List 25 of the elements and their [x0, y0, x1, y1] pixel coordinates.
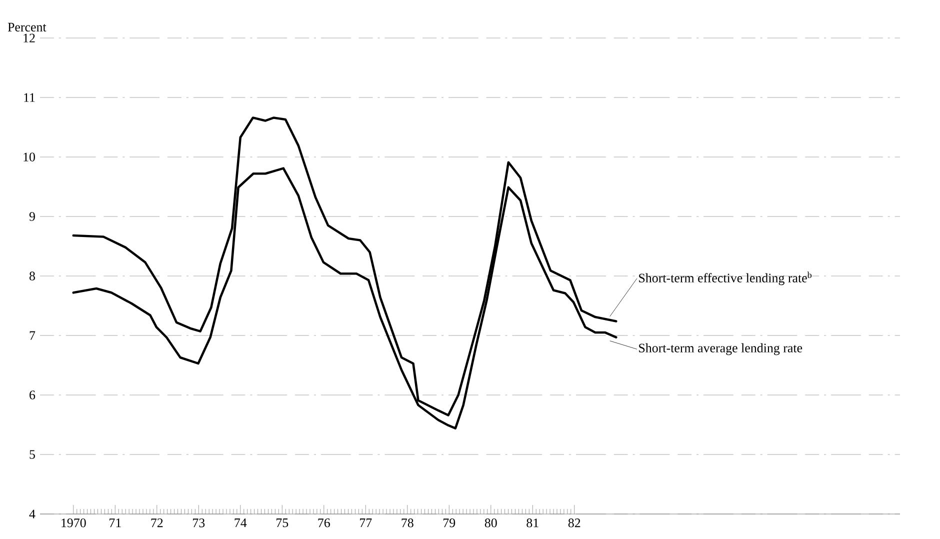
x-tick-label: 71: [110, 518, 121, 528]
y-tick-label: 5: [30, 450, 35, 459]
x-tick-label: 82: [568, 518, 580, 528]
y-tick-label: 7: [30, 331, 36, 340]
y-axis-title: Percent: [8, 22, 46, 32]
x-tick-label: 72: [151, 518, 163, 528]
x-tick-label: 79: [444, 518, 456, 528]
x-tick-label: 80: [484, 518, 497, 528]
x-tick-label: 76: [318, 518, 330, 528]
y-tick-label: 11: [24, 93, 35, 102]
text: Short-term effective lending rate$^{b}$: [639, 272, 812, 286]
legend-label: Short-term average lending rate: [639, 343, 802, 356]
x-tick-label: 78: [402, 518, 414, 528]
y-tick-label: 10: [24, 152, 35, 162]
y-tick-label: 8: [30, 272, 35, 280]
y-tick-label: 4: [29, 510, 36, 518]
x-tick-label: 75: [276, 518, 288, 528]
x-tick-label: 81: [526, 518, 538, 528]
x-tick-label: 73: [193, 518, 205, 528]
y-tick-label: 12: [24, 34, 35, 42]
y-tick-label: 9: [29, 212, 35, 221]
x-tick-label: 1970: [62, 518, 86, 528]
x-tick-label: 74: [234, 518, 247, 528]
y-tick-label: 6: [30, 390, 36, 400]
x-tick-label: 77: [360, 518, 372, 527]
